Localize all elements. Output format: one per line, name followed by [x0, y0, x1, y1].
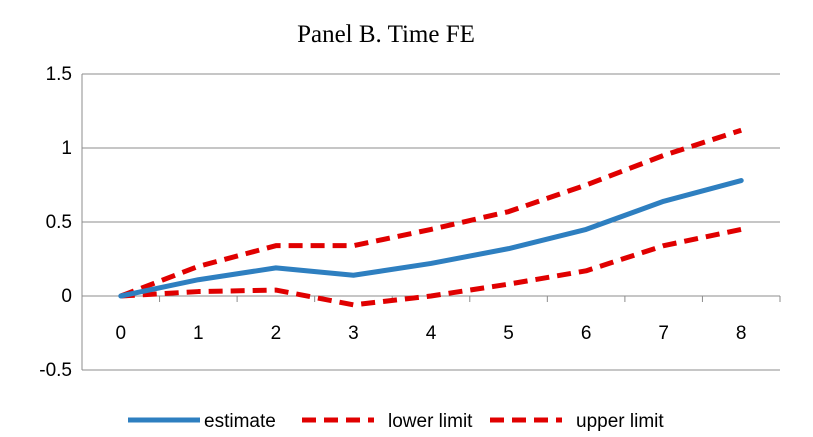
x-tick-label: 6: [581, 323, 592, 344]
series-lines: [118, 127, 744, 308]
x-axis-ticks: 0 1 2 3 4 5 6 7 8: [81, 296, 781, 344]
y-axis-ticks: 1.5 1 0.5 0 -0.5: [39, 64, 72, 381]
y-tick-label: 0: [61, 286, 72, 307]
x-tick-label: 8: [736, 323, 747, 344]
legend-label: lower limit: [388, 411, 473, 432]
y-tick-label: -0.5: [39, 360, 72, 381]
gridlines: [81, 73, 780, 371]
legend-label: estimate: [204, 411, 276, 432]
y-tick-label: 1.5: [46, 64, 72, 85]
x-tick-label: 1: [193, 323, 204, 344]
x-tick-label: 3: [348, 323, 359, 344]
y-tick-label: 1: [61, 138, 72, 159]
x-tick-label: 2: [271, 323, 282, 344]
legend-label: upper limit: [576, 411, 664, 432]
legend: estimate lower limit upper limit: [128, 411, 664, 432]
x-tick-label: 5: [503, 323, 514, 344]
x-tick-label: 0: [115, 323, 126, 344]
y-tick-label: 0.5: [46, 212, 72, 233]
x-tick-label: 4: [426, 323, 437, 344]
series-line-lower-limit: [120, 226, 742, 308]
chart-title: Panel B. Time FE: [297, 21, 475, 48]
series-line-estimate: [118, 178, 744, 299]
x-tick-label: 7: [658, 323, 669, 344]
series-line-upper-limit: [119, 127, 742, 299]
